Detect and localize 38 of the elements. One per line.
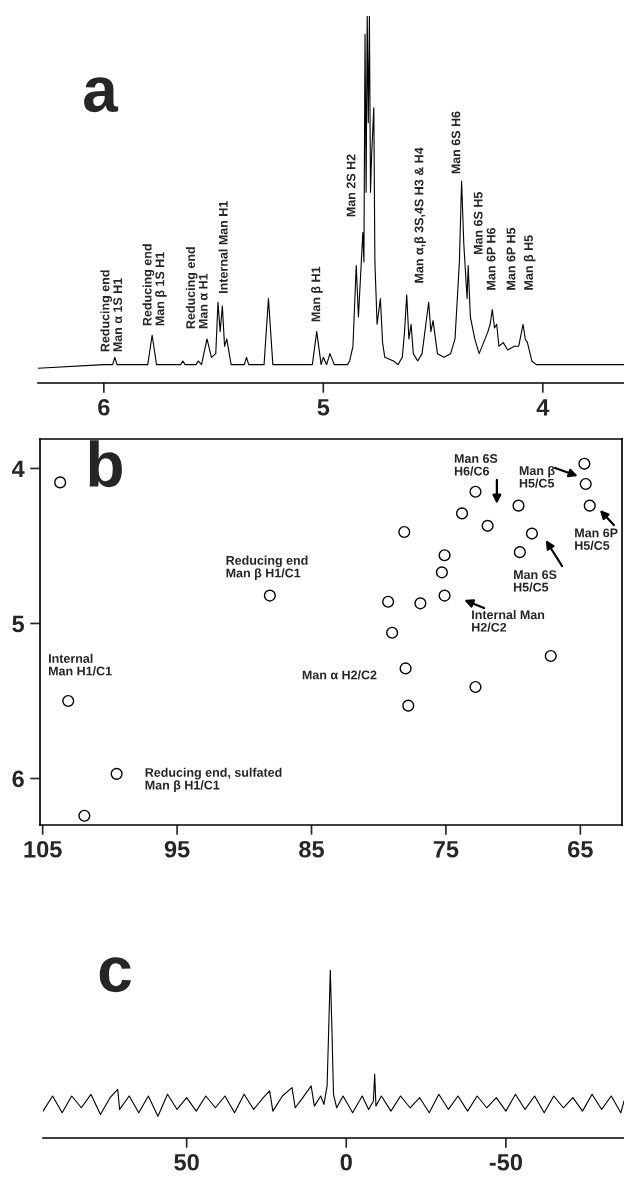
annotation: Man 6P H6 (486, 227, 496, 290)
annotation: Man β H5 (523, 235, 536, 290)
x-tick-label: 65 (568, 840, 593, 858)
annotation: Man 6S H6 (451, 111, 461, 174)
x-tick-label: 0 (340, 1153, 352, 1171)
annotation: Man 6S H6/C6 (454, 454, 498, 476)
x-tick-label: 4 (536, 399, 550, 416)
annotation: Man 6S H5 (473, 192, 483, 255)
x-tick-label: 85 (299, 840, 324, 858)
annotation: Reducing end, sulfated Man β H1/C1 (145, 767, 282, 792)
annotation: Internal Man H1/C1 (48, 653, 112, 676)
x-tick-label: -50 (489, 1153, 522, 1171)
annotation: Man 6P H5 (506, 227, 516, 290)
annotation: Reducing end Man β H1/C1 (226, 555, 308, 580)
annotation: Internal Man H2/C2 (472, 610, 545, 632)
y-tick-label: 6 (12, 770, 24, 788)
chart-title: c (99, 957, 131, 993)
annotation: Man α,β 3S,4S H3 & H4 (414, 147, 426, 283)
annotation: Man β H1 (311, 266, 323, 322)
x-tick-label: 105 (24, 840, 62, 858)
chart-title: b (89, 440, 122, 488)
annotation: Man 2S H2 (346, 154, 356, 217)
x-tick-label: 95 (164, 840, 190, 858)
x-tick-label: 50 (174, 1153, 199, 1171)
annotation: Reducing end Man α H1 (185, 247, 208, 329)
annotation: Man β H5/C5 (519, 465, 555, 488)
y-tick-label: 4 (11, 460, 25, 478)
x-tick-label: 5 (317, 399, 330, 416)
text: a (84, 77, 119, 113)
annotation: Reducing end Man α 1S H1 (100, 270, 123, 352)
annotation: Reducing end Man β 1S H1 (142, 244, 167, 326)
annotation: Man 6S H5/C5 (514, 570, 557, 592)
annotation: Man α H2/C2 (302, 670, 377, 680)
annotation: Internal Man H1 (218, 201, 228, 293)
annotation: Man 6P H5/C5 (575, 528, 618, 551)
x-tick-label: 75 (433, 841, 459, 858)
x-tick-label: 6 (98, 398, 110, 416)
y-tick-label: 5 (12, 615, 25, 633)
